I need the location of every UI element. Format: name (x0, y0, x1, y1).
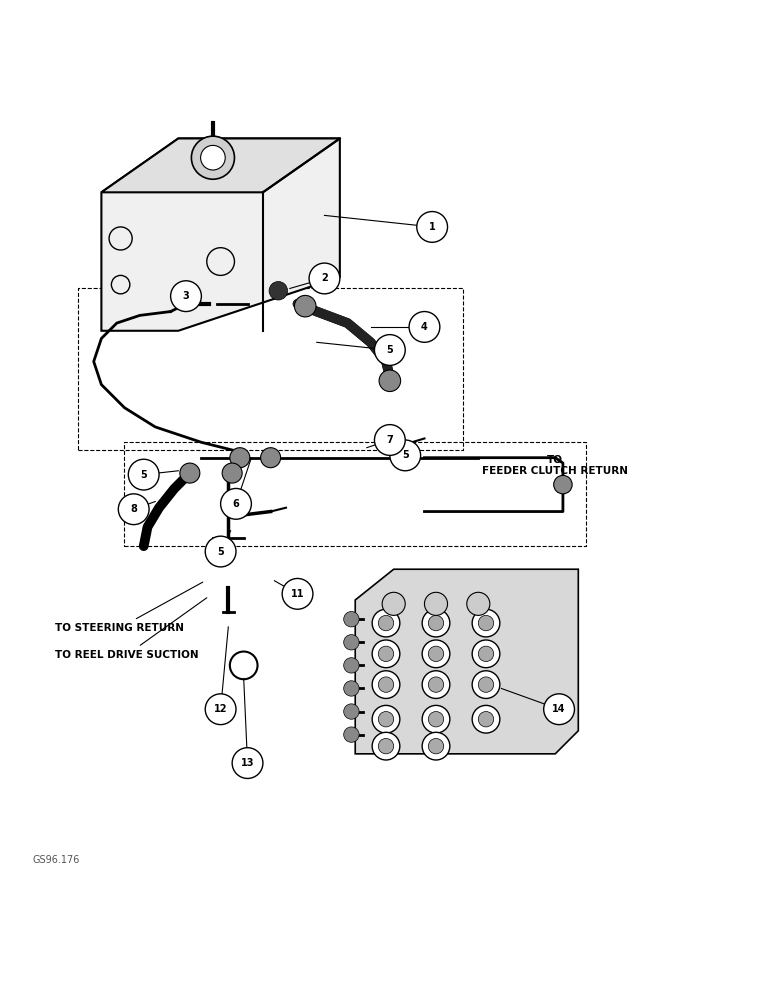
Circle shape (222, 463, 242, 483)
Circle shape (378, 712, 394, 727)
Circle shape (467, 592, 490, 615)
Text: 1: 1 (428, 222, 435, 232)
Circle shape (379, 370, 401, 392)
Circle shape (232, 748, 263, 778)
Circle shape (422, 609, 450, 637)
Text: 5: 5 (387, 345, 393, 355)
Text: 4: 4 (421, 322, 428, 332)
Circle shape (374, 425, 405, 455)
Circle shape (344, 612, 359, 627)
Text: 12: 12 (214, 704, 228, 714)
Circle shape (205, 536, 236, 567)
Circle shape (479, 646, 493, 662)
Circle shape (128, 459, 159, 490)
Text: 5: 5 (141, 470, 147, 480)
Circle shape (344, 704, 359, 719)
Circle shape (309, 263, 340, 294)
Circle shape (378, 738, 394, 754)
Circle shape (372, 609, 400, 637)
Text: 11: 11 (291, 589, 304, 599)
Circle shape (472, 640, 499, 668)
Text: 5: 5 (217, 547, 224, 557)
Text: TO REEL DRIVE SUCTION: TO REEL DRIVE SUCTION (56, 598, 207, 660)
Circle shape (221, 488, 252, 519)
Circle shape (554, 475, 572, 494)
Text: GS96.176: GS96.176 (32, 855, 80, 865)
Circle shape (428, 712, 444, 727)
Circle shape (374, 335, 405, 365)
Text: TO STEERING RETURN: TO STEERING RETURN (56, 582, 203, 633)
Circle shape (378, 615, 394, 631)
Circle shape (422, 640, 450, 668)
Circle shape (118, 494, 149, 525)
Circle shape (294, 295, 316, 317)
Polygon shape (101, 138, 340, 192)
Polygon shape (355, 569, 578, 754)
Circle shape (479, 712, 493, 727)
Text: 5: 5 (402, 450, 408, 460)
Circle shape (422, 671, 450, 698)
Circle shape (269, 282, 287, 300)
Circle shape (417, 212, 448, 242)
Circle shape (201, 145, 225, 170)
Circle shape (261, 448, 280, 468)
Circle shape (372, 640, 400, 668)
Circle shape (428, 615, 444, 631)
Circle shape (409, 312, 440, 342)
Text: 7: 7 (387, 435, 393, 445)
Circle shape (382, 592, 405, 615)
Circle shape (205, 694, 236, 725)
Circle shape (422, 705, 450, 733)
Circle shape (479, 677, 493, 692)
Polygon shape (101, 138, 340, 331)
Circle shape (428, 738, 444, 754)
Circle shape (230, 448, 250, 468)
Circle shape (344, 727, 359, 742)
Circle shape (372, 705, 400, 733)
Circle shape (422, 732, 450, 760)
Circle shape (479, 615, 493, 631)
Circle shape (344, 681, 359, 696)
Circle shape (191, 136, 235, 179)
Circle shape (472, 705, 499, 733)
Circle shape (372, 671, 400, 698)
Text: 14: 14 (552, 704, 566, 714)
Text: 2: 2 (321, 273, 328, 283)
Circle shape (543, 694, 574, 725)
Circle shape (344, 658, 359, 673)
Circle shape (378, 646, 394, 662)
Circle shape (472, 609, 499, 637)
Circle shape (378, 677, 394, 692)
Text: 3: 3 (183, 291, 189, 301)
Circle shape (472, 671, 499, 698)
Circle shape (282, 578, 313, 609)
Circle shape (428, 646, 444, 662)
Circle shape (428, 677, 444, 692)
Circle shape (390, 440, 421, 471)
Circle shape (425, 592, 448, 615)
Text: TO
FEEDER CLUTCH RETURN: TO FEEDER CLUTCH RETURN (482, 455, 628, 476)
Circle shape (372, 732, 400, 760)
Circle shape (180, 463, 200, 483)
Text: 13: 13 (241, 758, 254, 768)
Text: 8: 8 (130, 504, 137, 514)
Circle shape (171, 281, 201, 312)
Circle shape (344, 635, 359, 650)
Text: 6: 6 (232, 499, 239, 509)
